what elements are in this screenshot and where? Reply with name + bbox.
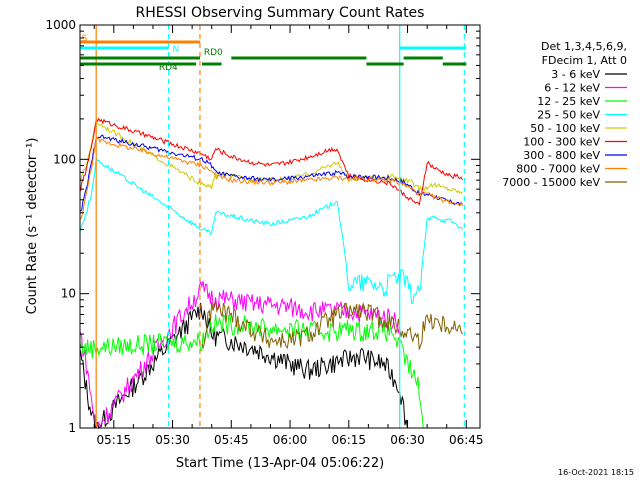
x-tick-label-4: 06:15 <box>331 433 366 447</box>
legend-label-0: 3 - 6 keV <box>551 68 600 81</box>
series-line-2 <box>80 313 424 429</box>
x-tick-label-2: 05:45 <box>214 433 249 447</box>
state-bar-label-2: RD0 <box>204 48 223 58</box>
y-tick-label-0: 1 <box>68 421 76 435</box>
legend-header-line-1: Det 1,3,4,5,6,9, <box>541 40 627 53</box>
state-bar-label-0: S <box>82 34 88 44</box>
legend-label-4: 50 - 100 keV <box>530 122 600 135</box>
legend-label-1: 6 - 12 keV <box>544 82 600 95</box>
footer-date: 16-Oct-2021 18:15 <box>558 468 634 477</box>
axes: 05:15 05:30 05:45 06:00 06:15 06:30 06:45 1 10 10… <box>45 18 483 447</box>
series-line-4 <box>80 119 463 195</box>
x-tick-label-3: 06:00 <box>273 433 308 447</box>
x-tick-label-1: 05:30 <box>155 433 190 447</box>
x-tick-label-5: 06:30 <box>390 433 425 447</box>
x-tick-label-6: 06:45 <box>449 433 484 447</box>
plot-data <box>80 117 463 429</box>
series-line-6 <box>80 134 463 212</box>
series-line-8 <box>201 299 463 350</box>
y-tick-label-3: 1000 <box>45 18 76 32</box>
legend-label-6: 300 - 800 keV <box>523 149 600 162</box>
series-line-5 <box>80 117 463 206</box>
x-axis-label: Start Time (13-Apr-04 05:06:22) <box>176 456 384 471</box>
chart-title: RHESSI Observing Summary Count Rates <box>136 5 425 21</box>
legend-label-8: 7000 - 15000 keV <box>502 176 600 189</box>
y-axis-label: Count Rate (s⁻¹ detector⁻¹) <box>25 138 40 315</box>
legend-header-line-2: FDecim 1, Att 0 <box>542 54 627 67</box>
series-line-1 <box>80 280 401 429</box>
legend-label-3: 25 - 50 keV <box>537 109 600 122</box>
series-line-7 <box>80 137 463 220</box>
legend-label-7: 800 - 7000 keV <box>516 163 600 176</box>
state-bar-label-1: N <box>173 45 180 55</box>
legend-label-5: 100 - 300 keV <box>523 136 600 149</box>
y-tick-label-1: 10 <box>61 287 76 301</box>
plot-annotations: S N RD0 RD4 <box>80 25 467 428</box>
plot-frame <box>79 24 481 429</box>
legend-label-2: 12 - 25 keV <box>537 95 600 108</box>
state-bar-label-3: RD4 <box>159 63 178 73</box>
legend: Det 1,3,4,5,6,9, FDecim 1, Att 0 3 - 6 k… <box>502 40 627 189</box>
x-tick-label-0: 05:15 <box>97 433 132 447</box>
series-line-3 <box>80 157 463 305</box>
series-line-0 <box>80 303 408 429</box>
y-tick-label-2: 100 <box>53 152 76 166</box>
